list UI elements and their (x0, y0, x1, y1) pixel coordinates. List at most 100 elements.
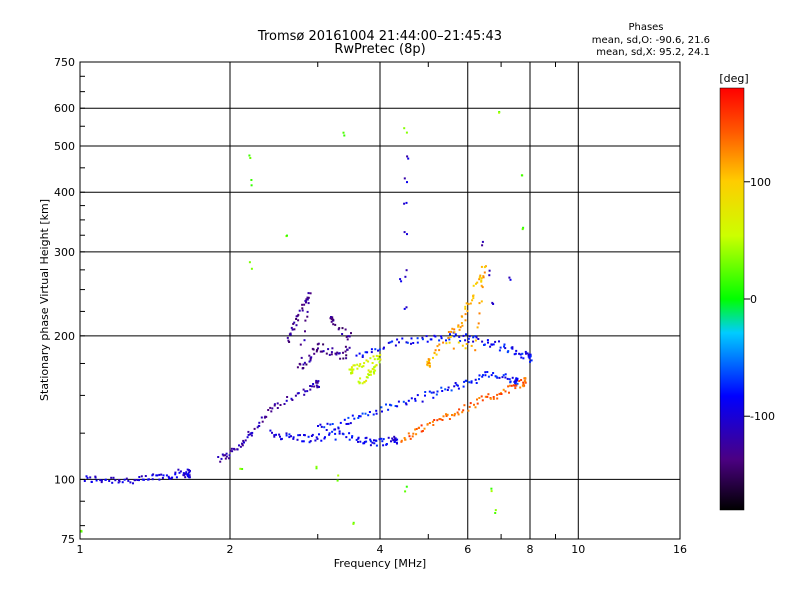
data-point (286, 234, 288, 237)
data-point (467, 409, 470, 412)
data-point (495, 375, 498, 378)
data-point (342, 131, 345, 134)
data-point (396, 405, 399, 408)
data-point (389, 403, 391, 406)
y-tick-label: 200 (54, 330, 75, 343)
data-point (346, 335, 349, 338)
data-point (507, 350, 510, 353)
data-point (301, 303, 304, 306)
data-point (339, 357, 342, 360)
data-point (393, 440, 396, 443)
data-point (435, 393, 438, 396)
data-point (288, 341, 291, 343)
data-point (335, 353, 338, 356)
data-point (387, 341, 390, 344)
y-tick-label: 75 (61, 533, 75, 546)
data-point (376, 358, 379, 361)
data-point (328, 353, 331, 356)
data-point (474, 378, 477, 381)
data-point (369, 438, 372, 441)
data-point (522, 385, 525, 388)
data-point (368, 373, 370, 376)
data-point (342, 433, 345, 436)
data-point (372, 368, 375, 371)
data-point (465, 302, 468, 305)
x-tick-label: 1 (77, 543, 84, 556)
data-point (394, 437, 397, 440)
data-point (435, 353, 438, 356)
data-point (511, 346, 514, 349)
data-point (449, 333, 451, 336)
chart-subtitle: RwPretec (8p) (334, 42, 425, 57)
data-point (464, 339, 467, 342)
data-point (403, 437, 406, 439)
data-point (351, 414, 354, 417)
data-point (152, 473, 155, 476)
data-point (524, 350, 527, 353)
data-point (123, 478, 126, 481)
data-point (147, 478, 149, 481)
data-point (321, 350, 324, 353)
data-point (337, 328, 340, 331)
data-point (328, 433, 331, 436)
data-point (498, 111, 501, 114)
data-point (403, 231, 406, 234)
colorbar-label: [deg] (719, 72, 748, 85)
data-point (395, 439, 397, 441)
data-point (350, 371, 353, 374)
data-point (487, 341, 489, 344)
data-point (331, 423, 334, 425)
data-point (478, 276, 481, 279)
data-point (345, 423, 348, 425)
data-point (345, 335, 348, 338)
data-point (426, 360, 429, 363)
data-point (285, 434, 288, 437)
data-point (514, 382, 517, 385)
data-point (317, 425, 319, 427)
data-point (491, 343, 494, 346)
data-point (465, 343, 468, 345)
data-point (322, 343, 325, 346)
data-point (337, 474, 340, 477)
data-point (353, 417, 356, 420)
data-point (375, 354, 378, 357)
data-point (309, 440, 312, 443)
data-point (436, 419, 439, 422)
data-point (291, 328, 294, 331)
data-point (476, 281, 479, 284)
data-point (484, 395, 487, 398)
data-point (315, 384, 318, 387)
data-point (389, 341, 392, 344)
y-tick-label: 500 (54, 140, 75, 153)
data-point (478, 312, 481, 315)
data-point (451, 327, 454, 330)
data-point (446, 413, 449, 416)
data-point (530, 359, 533, 362)
data-point (457, 413, 460, 416)
data-point (151, 478, 154, 481)
data-point (441, 419, 444, 421)
data-point (307, 296, 310, 299)
data-point (364, 412, 367, 415)
data-point (430, 338, 433, 341)
data-point (383, 346, 385, 349)
data-point (405, 485, 408, 488)
data-point (509, 381, 512, 384)
data-point (289, 332, 292, 335)
data-point (352, 364, 355, 367)
data-point (140, 475, 143, 478)
data-point (369, 444, 372, 447)
data-point (438, 418, 441, 420)
data-point (492, 343, 495, 346)
data-point (506, 377, 509, 380)
data-point (480, 277, 483, 280)
data-point (452, 347, 455, 350)
data-point (451, 414, 454, 417)
y-axis-label: Stationary phase Virtual Height [km] (38, 199, 51, 401)
data-point (290, 326, 293, 329)
data-point (453, 414, 456, 417)
data-point (244, 439, 247, 442)
data-point (368, 411, 371, 413)
